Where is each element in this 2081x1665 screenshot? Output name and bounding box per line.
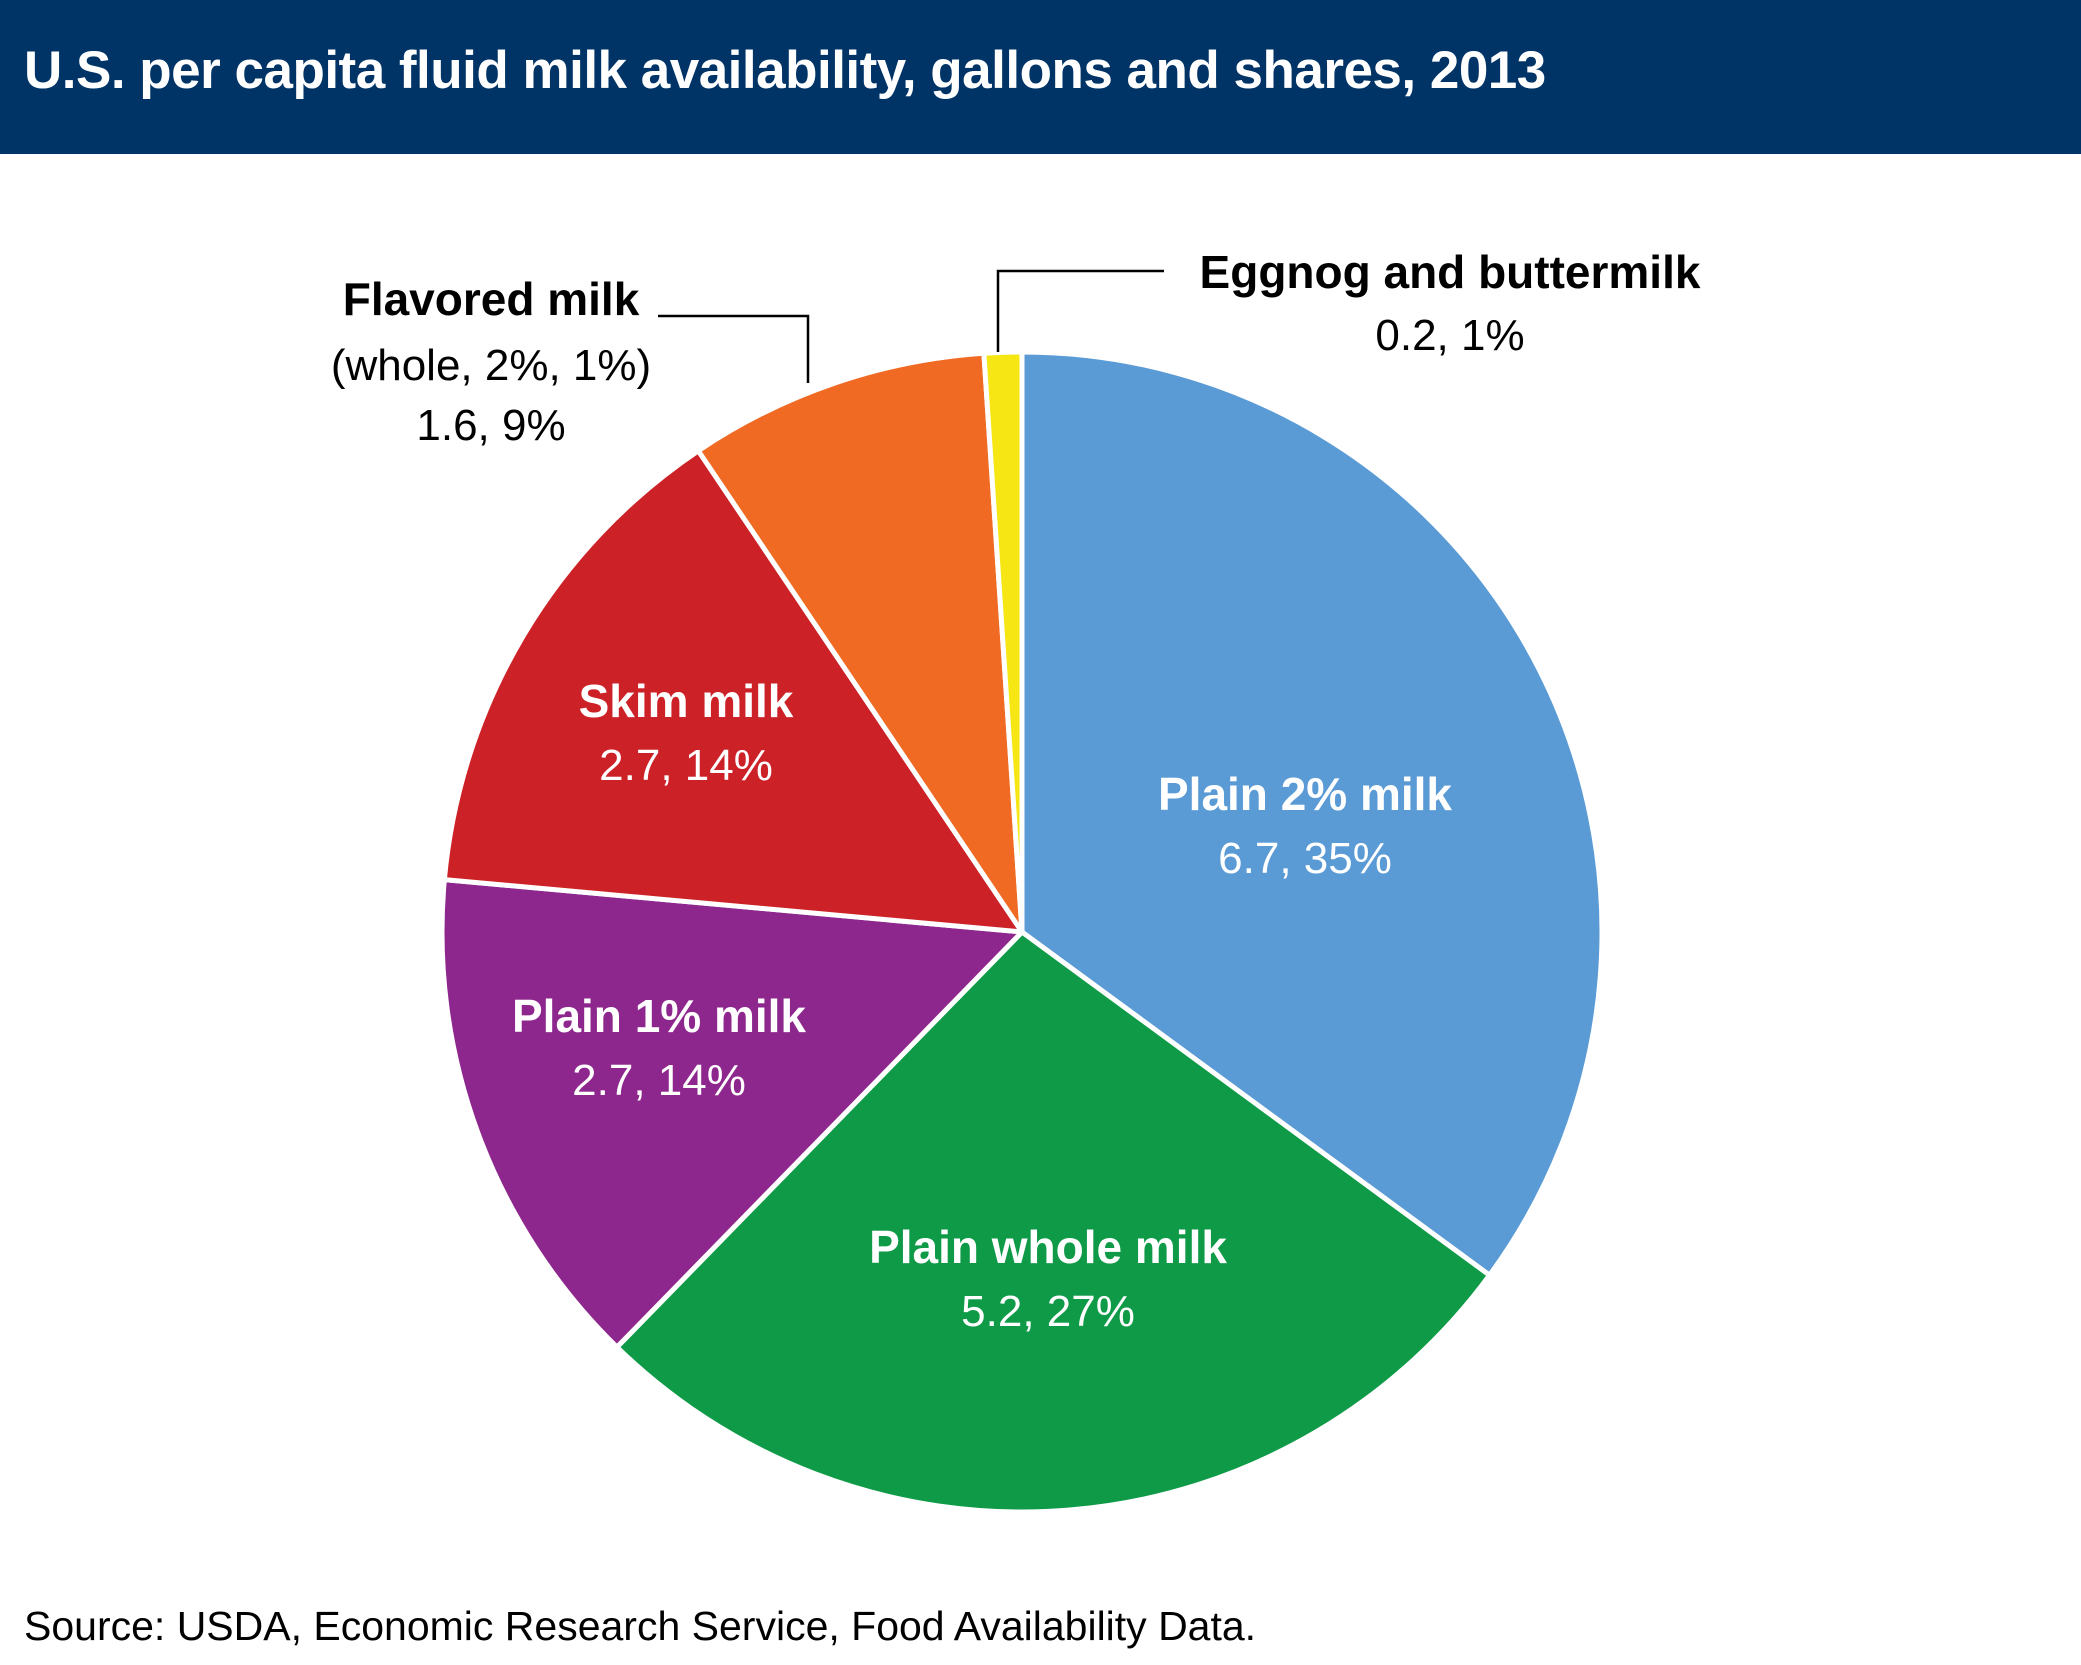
slice-flavored-milk	[695, 350, 1025, 935]
chart-title: U.S. per capita fluid milk availability,…	[24, 41, 1546, 100]
callout-label-eggnog-and-buttermilk: Eggnog and buttermilk	[1200, 246, 1701, 298]
callout-value-eggnog-and-buttermilk: 0.2, 1%	[1375, 311, 1524, 360]
callout-sublabel-flavored-milk: (whole, 2%, 1%)	[331, 341, 651, 390]
slice-plain-whole-milk	[614, 929, 1493, 1515]
slice-labels: Plain 2% milk 6.7, 35% Plain whole milk 5.2…	[331, 246, 1701, 1336]
slice-label-skim-milk: Skim milk	[579, 675, 794, 727]
callout-leader-lines	[658, 269, 1164, 383]
leader-line-eggnog-and-buttermilk	[996, 269, 1164, 352]
leader-line-flavored-milk	[658, 314, 810, 383]
slice-plain-1pct-milk	[439, 877, 1025, 1350]
slice-eggnog-and-buttermilk	[981, 349, 1025, 935]
slice-value-plain-whole-milk: 5.2, 27%	[961, 1287, 1135, 1336]
slice-label-plain-1pct-milk: Plain 1% milk	[512, 990, 806, 1042]
pie-slices	[439, 349, 1605, 1515]
source-note: Source: USDA, Economic Research Service,…	[24, 1603, 1257, 1649]
slice-skim-milk	[441, 448, 1025, 935]
slice-value-skim-milk: 2.7, 14%	[599, 741, 773, 790]
slice-label-plain-whole-milk: Plain whole milk	[869, 1221, 1227, 1273]
slice-value-plain-2pct-milk: 6.7, 35%	[1218, 834, 1392, 883]
callout-value-flavored-milk: 1.6, 9%	[416, 401, 565, 450]
slice-label-plain-2pct-milk: Plain 2% milk	[1158, 768, 1452, 820]
callout-label-flavored-milk: Flavored milk	[343, 273, 640, 325]
slice-value-plain-1pct-milk: 2.7, 14%	[572, 1056, 746, 1105]
slice-plain-2pct-milk	[1019, 349, 1605, 1278]
title-bar: U.S. per capita fluid milk availability,…	[0, 0, 2081, 154]
